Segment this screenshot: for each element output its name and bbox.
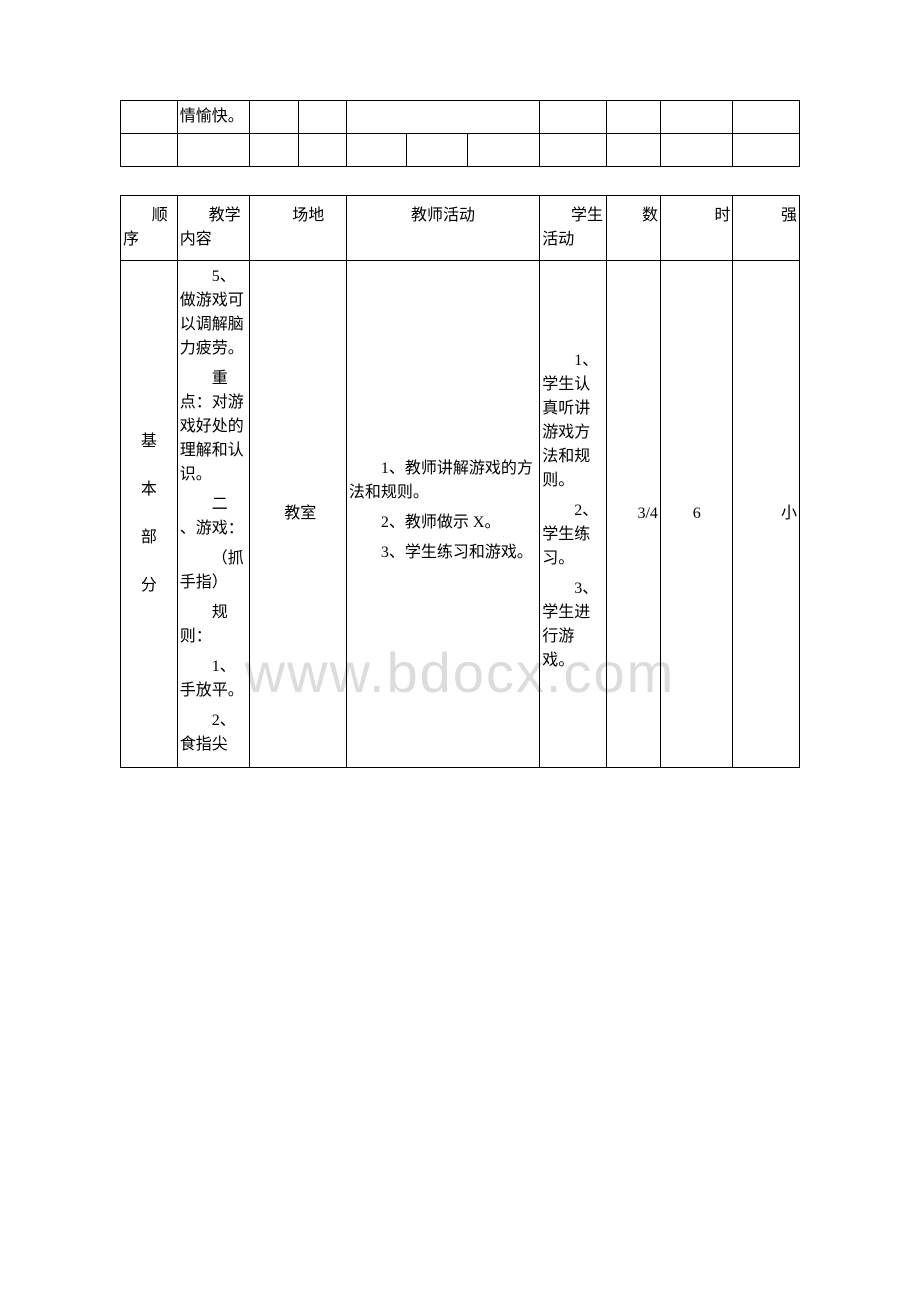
cell-text: 情愉快。 [177, 101, 249, 134]
cell-time: 6 [661, 261, 733, 768]
cell-empty [606, 101, 660, 134]
cell-content: 5、做游戏可以调解脑力疲劳。 重点：对游戏好处的理解和认识。 二、游戏： （抓手… [177, 261, 249, 768]
cell-empty [606, 134, 660, 167]
cell-empty [660, 134, 732, 167]
seq-char: 部 [141, 529, 157, 546]
seq-char: 分 [141, 577, 157, 594]
header-count: 数 [606, 196, 660, 261]
header-venue: 场地 [250, 196, 347, 261]
cell-intensity: 小 [733, 261, 800, 768]
cell-empty [298, 101, 346, 134]
header-student: 学生活动 [540, 196, 606, 261]
cell-empty [540, 134, 606, 167]
table-header-row: 顺序 教学内容 场地 教师活动 学生活动 数 时 强 [121, 196, 800, 261]
header-seq: 顺序 [121, 196, 178, 261]
cell-empty [540, 101, 606, 134]
cell-empty [733, 101, 800, 134]
cell-empty [407, 134, 467, 167]
table-fragment-top: 情愉快。 [120, 100, 800, 167]
cell-student: 1、学生认真听讲游戏方法和规则。 2、学生练习。 3、学生进行游戏。 [540, 261, 606, 768]
cell-empty [121, 134, 178, 167]
cell-teacher: 1、教师讲解游戏的方法和规则。 2、教师做示 X。 3、学生练习和游戏。 [346, 261, 539, 768]
table-row: 基 本 部 分 5、做游戏可以调解脑力疲劳。 重点：对游戏好处的理解和认识。 二… [121, 261, 800, 768]
table-row: 情愉快。 [121, 101, 800, 134]
table-main: 顺序 教学内容 场地 教师活动 学生活动 数 时 强 基 本 部 分 5、做游戏… [120, 195, 800, 768]
cell-empty [298, 134, 346, 167]
header-content: 教学内容 [177, 196, 249, 261]
cell-venue: 教室 [250, 261, 347, 768]
cell-empty [467, 134, 540, 167]
cell-empty [250, 134, 298, 167]
cell-empty [177, 134, 249, 167]
cell-empty [250, 101, 298, 134]
cell-empty [346, 101, 539, 134]
header-intensity: 强 [733, 196, 800, 261]
cell-count: 3/4 [606, 261, 660, 768]
cell-seq: 基 本 部 分 [121, 261, 178, 768]
table-row [121, 134, 800, 167]
cell-empty [121, 101, 178, 134]
page-content: 情愉快。 [0, 0, 920, 808]
cell-empty [733, 134, 800, 167]
seq-char: 本 [141, 481, 157, 498]
cell-empty [660, 101, 732, 134]
seq-char: 基 [141, 433, 157, 450]
header-teacher: 教师活动 [346, 196, 539, 261]
cell-empty [346, 134, 406, 167]
table-gap [120, 167, 800, 195]
header-time: 时 [661, 196, 733, 261]
